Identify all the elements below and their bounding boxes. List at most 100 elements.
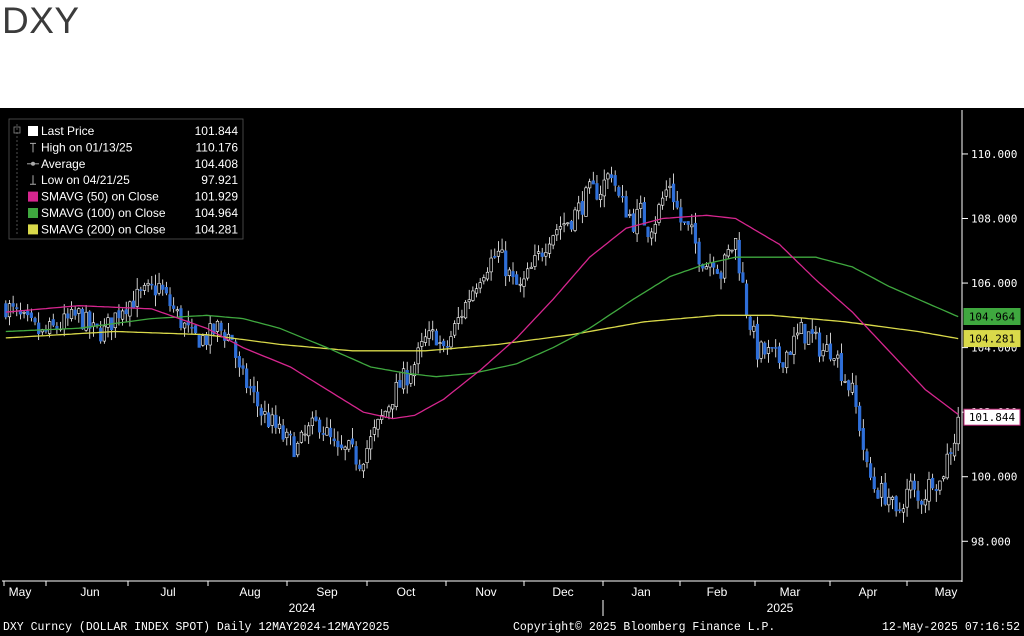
candle-body [759,341,763,359]
legend: Last Price 101.844 High on 01/13/25 110.176… [8,118,244,240]
candle-body [748,316,752,330]
candle-body [544,252,548,257]
candle-body [865,451,869,463]
footer-left: DXY Curncy (DOLLAR INDEX SPOT) Daily 12M… [3,621,390,634]
candle-body [515,274,519,285]
legend-value: 97.921 [201,173,238,187]
candle-body [500,249,504,253]
average-icon-dot [31,161,35,166]
candle-body [128,301,132,317]
candle-body [657,204,661,223]
candle-body [252,385,256,393]
x-month-label: Dec [552,585,573,599]
candle-body [376,419,380,430]
candle-body [420,341,424,347]
candle-body [285,431,289,439]
candle-body [562,223,566,226]
candle-body [372,427,376,435]
legend-value: 110.176 [196,140,239,154]
candle-body [427,330,431,339]
candle-body [482,277,486,282]
x-year-label: 2024 [289,601,316,615]
candle-body [263,411,267,415]
candle-body [354,446,358,465]
legend-value: 101.929 [195,190,239,204]
candle-body [828,343,833,360]
legend-collapse-icon [13,126,21,134]
candle-body [719,272,723,279]
candle-body [69,308,74,319]
candle-body [245,368,249,388]
y-tick-label: 100.000 [971,471,1017,484]
moving-averages-layer [5,214,959,420]
candle-body [401,368,406,390]
candle-body [299,431,303,443]
candle-body [938,480,942,491]
candle-body [84,311,88,331]
candle-body [471,290,475,301]
candle-body [193,325,198,334]
candle-body [624,196,628,218]
candle-body [172,305,176,309]
candle-body [511,271,515,278]
candle-body [898,509,902,512]
candle-body [934,489,938,492]
candle-body [7,303,12,318]
candle-body [668,185,672,188]
x-month-label: Aug [239,585,260,599]
candle-body [909,480,913,491]
candle-body [241,365,245,369]
candle-body [609,174,614,179]
candle-body [478,282,482,289]
candle-body [33,318,37,323]
candle-body [259,407,263,416]
candle-body [88,311,92,329]
candle-body [215,320,220,332]
candle-body [102,325,106,342]
candle-body [606,173,610,180]
legend-value: 104.408 [195,157,239,171]
smavg-200-line [5,314,959,352]
candle-body [186,320,190,326]
candle-body [883,482,887,505]
candle-body [77,308,81,314]
candle-body [22,311,26,314]
x-year-label: 2025 [767,601,794,615]
candle-body [339,444,344,449]
candle-body [752,325,756,332]
candle-body [799,321,803,334]
candle-body [157,282,161,294]
candle-body [850,382,854,393]
candle-body [803,323,807,344]
candle-body [219,322,223,331]
candle-body [15,307,19,309]
x-month-label: May [935,585,958,599]
candle-body [496,250,501,257]
x-month-label: Mar [780,585,801,599]
candle-body [431,329,435,332]
candle-body [142,285,147,291]
candle-body [814,331,818,334]
magenta-legend-swatch [28,191,38,202]
candle-body [325,427,329,436]
candle-body [869,463,873,478]
legend-label: Low on 04/21/25 [41,173,130,187]
candle-body [522,278,526,287]
candle-body [806,331,811,345]
candle-body [861,428,865,450]
candle-body [792,335,796,355]
candle-body [573,209,577,231]
high-icon [30,142,36,153]
candle-body [387,406,391,413]
candle-body [730,249,734,252]
candle-body [507,269,511,276]
yellow-legend-swatch [28,224,38,235]
candle-body [591,180,595,185]
legend-value: 101.844 [195,124,239,138]
candle-body [847,380,851,391]
candle-body [788,351,792,356]
candle-body [642,202,646,226]
candle-body [37,322,41,335]
candle-body [175,309,179,312]
candle-body [923,498,927,506]
